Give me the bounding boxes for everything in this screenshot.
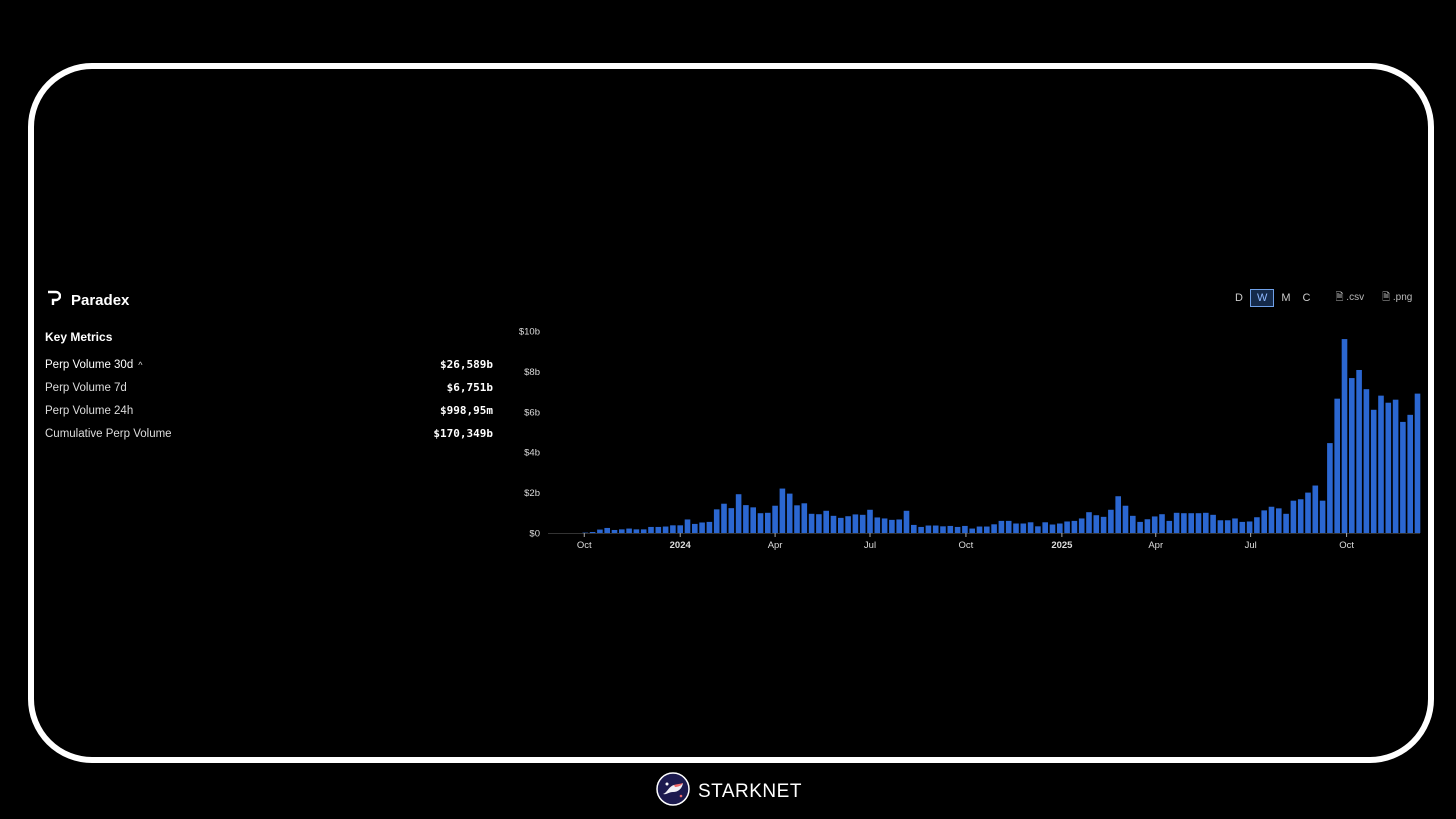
presentation-frame <box>28 63 1434 763</box>
footer-brand-name: STARKNET <box>698 780 802 802</box>
export-csv-button[interactable]: 🗎 .csv <box>1335 290 1364 307</box>
file-download-icon: 🗎 <box>1382 291 1391 303</box>
file-download-icon: 🗎 <box>1335 291 1344 303</box>
app-header: Paradex <box>47 290 129 311</box>
metric-row: Perp Volume 7d $6,751b <box>45 376 493 399</box>
export-png-button[interactable]: 🗎 .png <box>1382 290 1412 307</box>
metric-label: Perp Volume 24h <box>45 404 134 417</box>
key-metrics-list: Perp Volume 30d ^ $26,589b Perp Volume 7d… <box>45 353 493 445</box>
metric-value: $26,589b <box>440 358 493 371</box>
interval-month-button[interactable]: M <box>1281 292 1291 304</box>
starknet-logo-icon <box>656 772 690 811</box>
export-png-label: .png <box>1392 291 1413 303</box>
app-title: Paradex <box>71 292 130 309</box>
metric-row[interactable]: Perp Volume 30d ^ $26,589b <box>45 353 493 376</box>
interval-cumulative-button[interactable]: C <box>1302 292 1311 304</box>
metric-row: Perp Volume 24h $998,95m <box>45 399 493 422</box>
interval-day-button[interactable]: D <box>1235 292 1243 304</box>
metric-label: Perp Volume 7d <box>45 381 127 394</box>
metric-value: $998,95m <box>440 404 493 417</box>
chart-controls: D W M C 🗎 .csv 🗎 .png <box>1230 289 1412 307</box>
key-metrics-title: Key Metrics <box>45 330 113 344</box>
metric-label: Cumulative Perp Volume <box>45 427 172 440</box>
interval-week-button[interactable]: W <box>1249 289 1275 307</box>
chevron-up-icon[interactable]: ^ <box>138 359 143 370</box>
metric-value: $6,751b <box>446 381 493 394</box>
metric-label: Perp Volume 30d <box>45 358 134 371</box>
metric-value: $170,349b <box>433 427 493 440</box>
export-csv-label: .csv <box>1346 291 1365 303</box>
footer-brand: STARKNET <box>656 772 802 811</box>
metric-row: Cumulative Perp Volume $170,349b <box>45 422 493 445</box>
paradex-p-icon <box>47 290 62 311</box>
